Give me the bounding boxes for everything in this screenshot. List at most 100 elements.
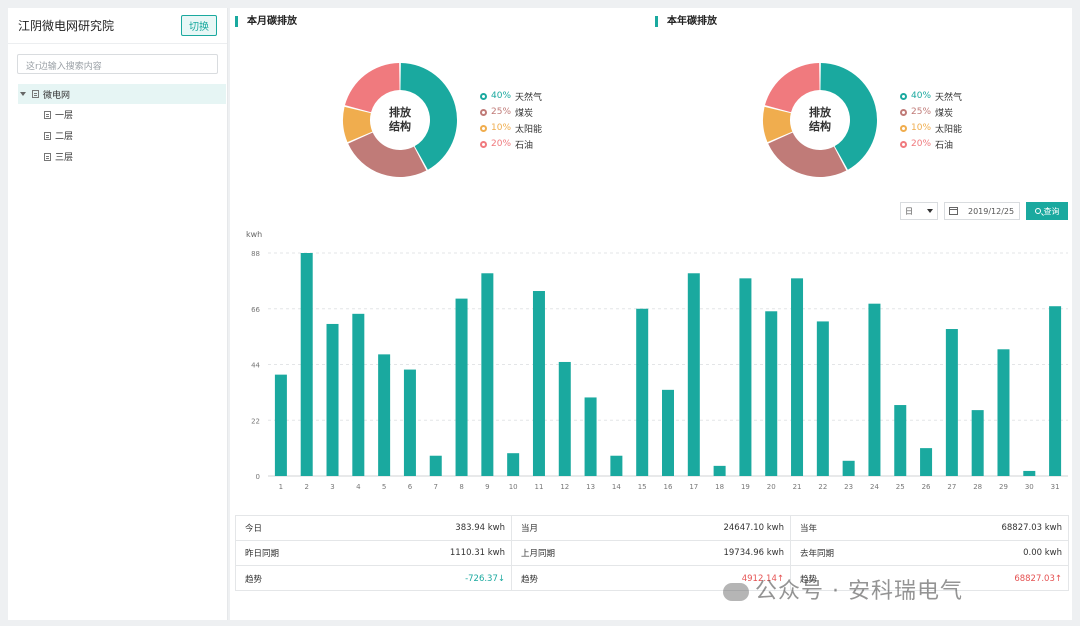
y-tick-label: 66 xyxy=(251,306,260,314)
stats-value: 19734.96 kwh xyxy=(723,548,784,558)
legend-ring-icon xyxy=(480,108,487,116)
donut-slice-2[interactable] xyxy=(343,106,373,143)
bar[interactable] xyxy=(816,321,829,476)
bar[interactable] xyxy=(687,273,700,476)
donut-slice-0[interactable] xyxy=(820,63,877,170)
sidebar-header: 江阴微电网研究院 切换 xyxy=(8,8,227,44)
bar[interactable] xyxy=(274,374,287,476)
stats-label: 上月同期 xyxy=(521,549,556,559)
x-tick-label: 9 xyxy=(485,483,489,491)
donut-slice-0[interactable] xyxy=(400,63,458,170)
bar[interactable] xyxy=(403,369,416,476)
bar[interactable] xyxy=(300,253,313,476)
donut-center-line1: 排放 xyxy=(809,106,831,119)
bar[interactable] xyxy=(894,405,907,476)
legend-label: 石油 xyxy=(935,140,954,151)
bar[interactable] xyxy=(842,460,855,476)
search-input[interactable]: 这r边输入搜索内容 xyxy=(17,54,218,74)
sidebar-title: 江阴微电网研究院 xyxy=(18,19,115,33)
stats-value: 24647.10 kwh xyxy=(723,523,784,533)
legend-label: 石油 xyxy=(515,140,534,151)
tree-root-item[interactable]: 微电网 xyxy=(18,84,226,104)
donut-slice-3[interactable] xyxy=(344,63,400,113)
bar[interactable] xyxy=(868,303,881,476)
legend-item[interactable]: 40% 天然气 xyxy=(480,88,542,104)
legend-ring-icon xyxy=(480,140,487,148)
x-tick-label: 30 xyxy=(1025,483,1034,491)
donut-slice-1[interactable] xyxy=(768,132,847,177)
bar[interactable] xyxy=(429,455,442,476)
monthly-donut-svg xyxy=(343,63,458,177)
bar[interactable] xyxy=(739,278,752,476)
donut-center-line2: 结构 xyxy=(809,120,831,133)
legend-percent: 40% xyxy=(911,91,932,101)
tree-item-floor-2[interactable]: 二层 xyxy=(8,125,227,146)
legend-item[interactable]: 10% 太阳能 xyxy=(480,120,542,136)
bar[interactable] xyxy=(507,453,520,476)
period-select-value: 日 xyxy=(905,206,913,216)
x-tick-label: 4 xyxy=(356,483,361,491)
tree-item-label: 一层 xyxy=(55,111,74,121)
legend-item[interactable]: 20% 石油 xyxy=(480,136,542,152)
x-tick-label: 15 xyxy=(638,483,647,491)
x-tick-label: 21 xyxy=(793,483,802,491)
legend-percent: 20% xyxy=(911,139,932,149)
tree: 微电网 一层 二层 三层 xyxy=(8,84,227,167)
x-tick-label: 3 xyxy=(330,483,334,491)
document-icon xyxy=(44,110,51,119)
yearly-legend: 40% 天然气 25% 煤炭 10% 太阳能 20% 石油 xyxy=(900,88,962,152)
bar[interactable] xyxy=(713,465,726,476)
bar[interactable] xyxy=(326,323,339,476)
donut-slice-3[interactable] xyxy=(764,63,820,113)
bar[interactable] xyxy=(636,308,649,476)
tree-item-floor-1[interactable]: 一层 xyxy=(8,104,227,125)
legend-item[interactable]: 25% 煤炭 xyxy=(480,104,542,120)
legend-ring-icon xyxy=(480,124,487,132)
x-tick-label: 24 xyxy=(870,483,879,491)
x-tick-label: 8 xyxy=(459,483,463,491)
legend-item[interactable]: 25% 煤炭 xyxy=(900,104,962,120)
caret-down-icon[interactable] xyxy=(20,92,26,96)
bar[interactable] xyxy=(971,410,984,476)
x-tick-label: 25 xyxy=(896,483,905,491)
x-tick-label: 13 xyxy=(586,483,595,491)
donut-slice-2[interactable] xyxy=(763,106,793,143)
date-picker[interactable]: 2019/12/25 xyxy=(944,202,1020,220)
legend-item[interactable]: 40% 天然气 xyxy=(900,88,962,104)
bar[interactable] xyxy=(1023,470,1036,476)
bar[interactable] xyxy=(584,397,597,476)
bar[interactable] xyxy=(352,313,365,476)
legend-item[interactable]: 10% 太阳能 xyxy=(900,120,962,136)
bar[interactable] xyxy=(765,311,778,476)
bar[interactable] xyxy=(378,354,391,476)
bar[interactable] xyxy=(997,349,1010,476)
query-button[interactable]: 查询 xyxy=(1026,202,1068,220)
bar[interactable] xyxy=(455,298,468,476)
x-tick-label: 19 xyxy=(741,483,750,491)
bar[interactable] xyxy=(945,329,958,476)
bar[interactable] xyxy=(662,389,674,476)
bar[interactable] xyxy=(532,291,545,476)
donut-slice-1[interactable] xyxy=(348,132,427,177)
legend-percent: 25% xyxy=(491,107,512,117)
bar[interactable] xyxy=(920,448,933,476)
legend-ring-icon xyxy=(900,108,907,116)
legend-percent: 10% xyxy=(491,123,512,133)
document-icon xyxy=(44,131,51,140)
stats-cell: 今日 383.94 kwh xyxy=(236,516,512,541)
tree-item-floor-3[interactable]: 三层 xyxy=(8,146,227,167)
y-axis-unit-label: kwh xyxy=(246,230,262,239)
period-select[interactable]: 日 xyxy=(900,202,938,220)
bar[interactable] xyxy=(1049,306,1062,476)
legend-item[interactable]: 20% 石油 xyxy=(900,136,962,152)
legend-ring-icon xyxy=(900,124,907,132)
stats-cell: 趋势 68827.03↑ xyxy=(791,566,1068,591)
legend-ring-icon xyxy=(480,92,487,100)
bar[interactable] xyxy=(481,273,494,476)
bar[interactable] xyxy=(791,278,804,476)
switch-button[interactable]: 切换 xyxy=(181,15,217,36)
legend-percent: 20% xyxy=(491,139,512,149)
bar[interactable] xyxy=(558,361,571,476)
bar[interactable] xyxy=(610,455,623,476)
